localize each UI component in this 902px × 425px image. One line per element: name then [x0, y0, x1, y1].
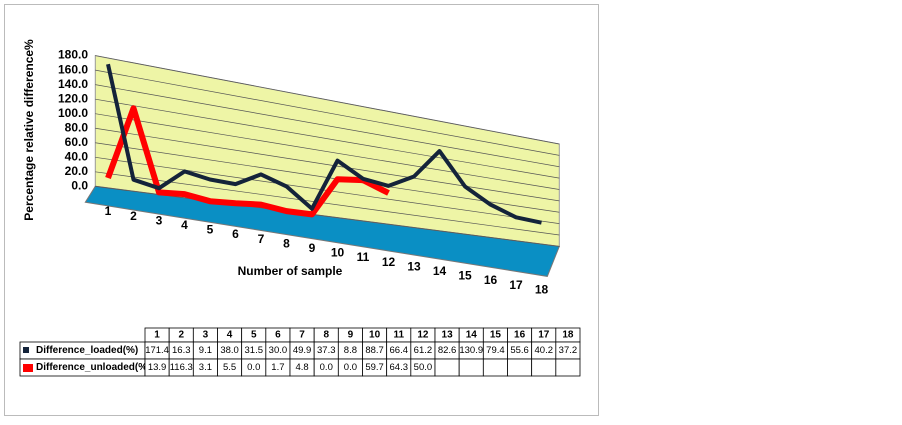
table-header: 17	[538, 330, 550, 341]
x-tick-label: 18	[535, 282, 549, 296]
table-value: 37.3	[317, 345, 336, 356]
x-tick-label: 17	[509, 278, 523, 292]
table-value: 16.3	[172, 345, 191, 356]
y-tick-label: 100.0	[58, 106, 88, 120]
table-value: 61.2	[414, 345, 433, 356]
y-tick-label: 120.0	[58, 91, 88, 105]
table-cell	[531, 358, 557, 377]
table-value: 40.2	[535, 345, 554, 356]
table-value: 0.0	[344, 362, 357, 373]
grid-line	[95, 98, 560, 179]
table-value: 0.0	[247, 362, 260, 373]
series-line	[105, 105, 390, 218]
x-tick-label: 3	[156, 213, 163, 227]
table-cell	[507, 358, 533, 377]
table-value: 5.5	[223, 362, 236, 373]
table-value: 13.9	[148, 362, 167, 373]
y-tick-label: 140.0	[58, 77, 88, 91]
grid-line	[95, 55, 560, 145]
x-tick-label: 1	[105, 204, 112, 218]
x-axis-title: Number of sample	[238, 264, 343, 278]
table-cell	[458, 358, 484, 377]
y-axis-title: Percentage relative difference%	[22, 39, 36, 221]
x-tick-label: 5	[207, 223, 214, 237]
grid-line	[95, 69, 560, 156]
table-cell	[434, 358, 460, 377]
table-header: 9	[348, 330, 354, 341]
x-tick-label: 15	[458, 269, 472, 283]
table-value: 88.7	[365, 345, 384, 356]
y-tick-label: 0.0	[71, 179, 88, 193]
x-tick-label: 8	[283, 236, 290, 250]
table-header: 18	[562, 330, 574, 341]
table-header: 11	[393, 330, 404, 341]
table-header: 3	[203, 330, 209, 341]
grid-line	[95, 171, 560, 236]
table-value: 130.9	[459, 345, 483, 356]
table-header: 12	[417, 330, 429, 341]
table-cell	[482, 358, 508, 377]
table-value: 8.8	[344, 345, 357, 356]
table-value: 116.3	[170, 362, 193, 373]
legend-label: Difference_unloaded(%)	[36, 362, 150, 373]
table-value: 66.4	[390, 345, 409, 356]
table-header: 16	[514, 330, 526, 341]
x-tick-label: 12	[382, 255, 396, 269]
y-tick-label: 60.0	[65, 135, 89, 149]
y-tick-label: 180.0	[58, 48, 88, 62]
table-header: 7	[299, 330, 305, 341]
table-header: 5	[251, 330, 257, 341]
x-tick-label: 13	[407, 259, 421, 273]
table-value: 38.0	[220, 345, 239, 356]
table-value: 50.0	[414, 362, 433, 373]
table-cell	[555, 358, 581, 377]
table-value: 82.6	[438, 345, 457, 356]
grid-line	[95, 127, 560, 202]
table-value: 31.5	[245, 345, 264, 356]
x-tick-label: 6	[232, 227, 239, 241]
x-tick-label: 4	[181, 218, 188, 232]
x-tick-label: 10	[331, 246, 345, 260]
table-value: 59.7	[365, 362, 384, 373]
table-header: 8	[323, 330, 329, 341]
table-header: 13	[442, 330, 454, 341]
table-value: 30.0	[269, 345, 288, 356]
x-tick-label: 7	[258, 232, 265, 246]
table-value: 55.6	[510, 345, 529, 356]
grid-line	[95, 186, 560, 247]
table-value: 0.0	[320, 362, 333, 373]
table-header: 15	[490, 330, 502, 341]
table-value: 9.1	[199, 345, 212, 356]
table-header: 1	[154, 330, 160, 341]
series-line	[106, 63, 542, 225]
y-tick-label: 40.0	[65, 149, 89, 163]
y-tick-label: 160.0	[58, 62, 88, 76]
x-tick-label: 11	[357, 250, 370, 264]
table-header: 4	[227, 330, 233, 341]
x-tick-label: 9	[309, 241, 316, 255]
x-tick-label: 16	[484, 273, 498, 287]
legend-swatch	[23, 364, 33, 372]
grid-line	[95, 113, 560, 190]
table-value: 171.4	[145, 345, 169, 356]
y-tick-label: 20.0	[65, 164, 89, 178]
table-value: 3.1	[199, 362, 212, 373]
table-header: 6	[275, 330, 281, 341]
table-header: 2	[178, 330, 184, 341]
table-value: 49.9	[293, 345, 312, 356]
legend-swatch	[23, 347, 29, 353]
table-value: 79.4	[486, 345, 505, 356]
x-tick-label: 2	[130, 209, 137, 223]
table-header: 14	[466, 330, 478, 341]
x-tick-label: 14	[433, 264, 447, 278]
legend-label: Difference_loaded(%)	[36, 345, 138, 356]
table-value: 64.3	[390, 362, 409, 373]
table-value: 4.8	[295, 362, 308, 373]
grid-line	[95, 84, 560, 168]
table-header: 10	[369, 330, 381, 341]
table-value: 1.7	[271, 362, 284, 373]
y-tick-label: 80.0	[65, 120, 89, 134]
table-value: 37.2	[559, 345, 578, 356]
